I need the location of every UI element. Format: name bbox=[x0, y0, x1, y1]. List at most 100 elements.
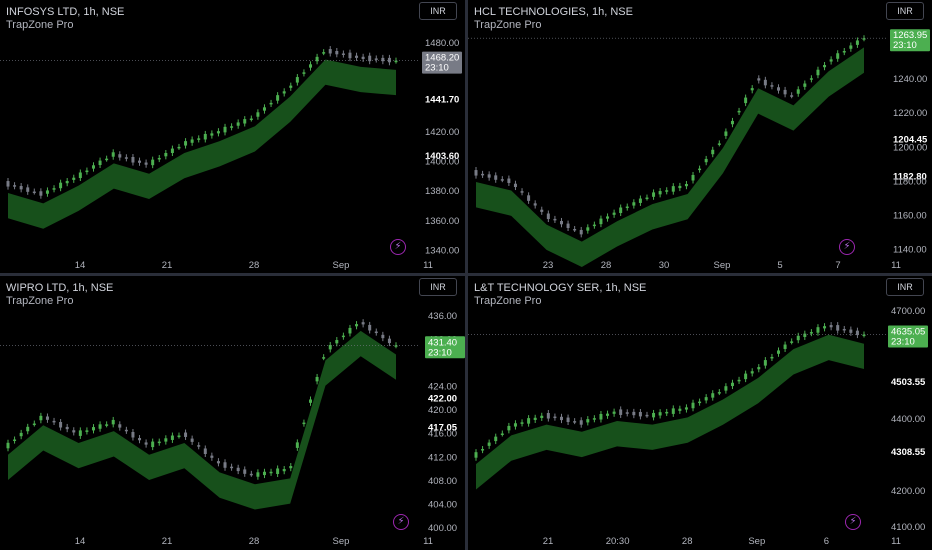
currency-button[interactable]: INR bbox=[419, 2, 457, 20]
candle-body bbox=[203, 133, 207, 140]
y-axis-label: 1160.00 bbox=[893, 210, 927, 221]
symbol-title[interactable]: INFOSYS LTD, 1h, NSE bbox=[6, 6, 125, 18]
lightning-icon[interactable]: ⚡ bbox=[390, 239, 406, 255]
candle-body bbox=[210, 133, 214, 136]
candle-body bbox=[98, 424, 102, 429]
symbol-title[interactable]: HCL TECHNOLOGIES, 1h, NSE bbox=[474, 6, 633, 18]
candle-body bbox=[256, 112, 260, 117]
x-axis-tick: 21 bbox=[543, 536, 554, 547]
horizontal-pane-divider[interactable] bbox=[0, 273, 932, 276]
candle-body bbox=[144, 442, 148, 445]
candle-body bbox=[138, 160, 142, 163]
candle-body bbox=[355, 55, 359, 58]
candle-body bbox=[658, 191, 662, 195]
indicator-name[interactable]: TrapZone Pro bbox=[474, 19, 542, 31]
candle-body bbox=[836, 53, 840, 59]
currency-button[interactable]: INR bbox=[419, 278, 457, 296]
candle-body bbox=[842, 328, 846, 331]
y-axis-label: 1220.00 bbox=[893, 108, 927, 119]
trap-zone-band bbox=[8, 330, 396, 510]
symbol-title[interactable]: L&T TECHNOLOGY SER, 1h, NSE bbox=[474, 282, 647, 294]
candle-body bbox=[98, 160, 102, 166]
candle-body bbox=[302, 422, 306, 425]
candle-body bbox=[157, 157, 161, 160]
candle-body bbox=[573, 421, 577, 423]
x-axis-tick: 28 bbox=[682, 536, 693, 547]
candle-body bbox=[533, 203, 537, 206]
candle-body bbox=[684, 183, 688, 187]
candle-body bbox=[243, 119, 247, 124]
candle-body bbox=[849, 45, 853, 49]
chart-canvas[interactable]: 436.00432.00424.00422.00420.00417.05416.… bbox=[0, 276, 465, 550]
chart-pane-hcl[interactable]: 1240.00 1220.00 1204.45 1200.00 1182.80 1180.… bbox=[468, 0, 932, 273]
symbol-title[interactable]: WIPRO LTD, 1h, NSE bbox=[6, 282, 114, 294]
x-axis-tick: 11 bbox=[891, 536, 901, 547]
y-axis-label: 420.00 bbox=[428, 405, 457, 416]
candle-body bbox=[157, 441, 161, 444]
currency-button[interactable]: INR bbox=[886, 278, 924, 296]
chart-canvas[interactable]: 4700.00 4503.55 4400.00 4308.55 4200.00 4100.… bbox=[468, 276, 932, 550]
candle-body bbox=[111, 152, 115, 157]
candle-body bbox=[361, 56, 365, 59]
candle-body bbox=[387, 338, 391, 344]
candle-body bbox=[361, 322, 365, 325]
candle-body bbox=[19, 432, 23, 437]
candle-body bbox=[546, 413, 550, 419]
y-axis-label: 1200.00 bbox=[893, 142, 927, 153]
candle-body bbox=[269, 102, 273, 105]
lightning-icon[interactable]: ⚡ bbox=[845, 514, 861, 530]
candle-body bbox=[579, 420, 583, 425]
candle-body bbox=[500, 179, 504, 181]
candle-body bbox=[282, 91, 286, 94]
candle-body bbox=[487, 442, 491, 446]
y-axis-label: 436.00 bbox=[428, 311, 457, 322]
candle-body bbox=[322, 357, 326, 359]
candle-body bbox=[658, 412, 662, 416]
y-axis-label: 424.00 bbox=[428, 382, 457, 393]
candle-body bbox=[45, 190, 49, 194]
y-axis-label: 400.00 bbox=[428, 523, 457, 534]
candle-body bbox=[625, 412, 629, 414]
chart-pane-lt-technology[interactable]: 4700.00 4503.55 4400.00 4308.55 4200.00 4100.… bbox=[468, 276, 932, 550]
candle-body bbox=[619, 207, 623, 214]
candle-body bbox=[632, 411, 636, 416]
candle-body bbox=[295, 442, 299, 448]
y-axis-label: 1480.00 bbox=[425, 38, 459, 49]
candle-body bbox=[599, 218, 603, 225]
candle-body bbox=[111, 419, 115, 425]
candle-body bbox=[381, 57, 385, 62]
indicator-name[interactable]: TrapZone Pro bbox=[6, 295, 74, 307]
candle-body bbox=[645, 197, 649, 200]
indicator-name[interactable]: TrapZone Pro bbox=[6, 19, 74, 31]
chart-pane-infosys[interactable]: 1480.00 1441.70 1420.00 1403.60 1400.00 1380.… bbox=[0, 0, 465, 273]
indicator-name[interactable]: TrapZone Pro bbox=[474, 295, 542, 307]
lightning-icon[interactable]: ⚡ bbox=[839, 239, 855, 255]
y-axis-label: 4200.00 bbox=[891, 486, 925, 497]
lightning-icon[interactable]: ⚡ bbox=[393, 514, 409, 530]
candle-body bbox=[249, 118, 253, 121]
candle-body bbox=[197, 138, 201, 140]
candle-body bbox=[91, 165, 95, 169]
trap-zone-band bbox=[8, 59, 396, 229]
candle-body bbox=[671, 408, 675, 414]
candle-body bbox=[494, 175, 498, 180]
candle-body bbox=[394, 345, 398, 347]
candle-body bbox=[13, 185, 17, 187]
candle-body bbox=[276, 95, 280, 101]
candle-body bbox=[533, 417, 537, 420]
candle-body bbox=[387, 57, 391, 63]
candle-body bbox=[223, 462, 227, 468]
chart-pane-wipro[interactable]: 436.00432.00424.00422.00420.00417.05416.… bbox=[0, 276, 465, 550]
price-tag-value: 1468.20 bbox=[425, 53, 459, 64]
candle-body bbox=[553, 218, 557, 221]
candle-body bbox=[513, 423, 517, 427]
price-tag-time: 23:10 bbox=[425, 63, 449, 74]
candle-body bbox=[13, 439, 17, 441]
currency-button[interactable]: INR bbox=[886, 2, 924, 20]
x-axis-tick: 5 bbox=[777, 260, 782, 271]
candle-body bbox=[190, 139, 194, 143]
x-axis-tick: 21 bbox=[162, 260, 173, 271]
candle-body bbox=[39, 415, 43, 421]
